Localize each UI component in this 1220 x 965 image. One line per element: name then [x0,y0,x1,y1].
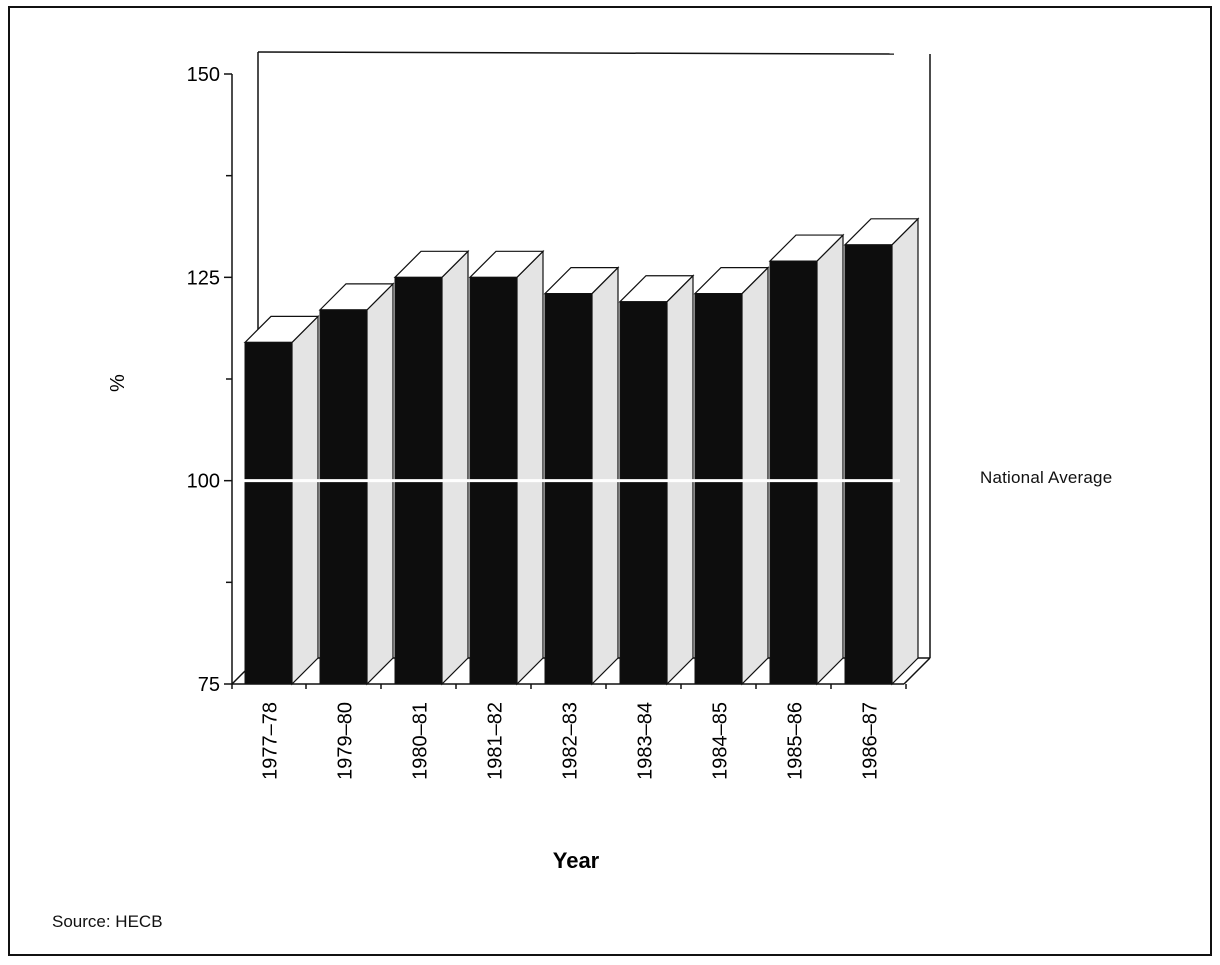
x-tick-label: 1985–86 [785,702,807,780]
y-tick-label: 150 [187,64,220,86]
bar [244,341,293,685]
bar [619,301,668,685]
bar [544,293,593,685]
y-tick-label: 125 [187,267,220,289]
bar [694,293,743,685]
x-tick-label: 1981–82 [485,702,507,780]
y-tick-label: 75 [198,674,220,696]
bar-side-face [366,282,394,686]
bar [319,309,368,685]
y-tick-label: 100 [187,471,220,493]
reference-line-label: National Average [980,468,1113,487]
bar-side-face [816,233,844,686]
bar-side-face [441,249,469,686]
bar-side-face [591,266,619,686]
x-tick-label: 1986–87 [860,702,882,780]
x-axis-label: Year [553,848,600,873]
source-note: Source: HECB [52,912,163,931]
bar-side-face [741,266,769,686]
y-axis-label: % [107,374,129,392]
x-tick-label: 1979–80 [335,702,357,780]
bar-side-face [516,249,544,686]
x-tick-label: 1982–83 [560,702,582,780]
x-tick-label: 1984–85 [710,702,732,780]
back-wall-top-edge [257,51,895,55]
bar-side-face [291,314,319,686]
bar-side-face [891,217,919,686]
floor-right-edge [903,657,931,685]
bar [844,244,893,685]
chart-frame [8,6,1212,956]
x-tick-label: 1980–81 [410,702,432,780]
x-tick-label: 1983–84 [635,702,657,780]
bar [769,260,818,685]
x-tick-label: 1977–78 [260,702,282,780]
